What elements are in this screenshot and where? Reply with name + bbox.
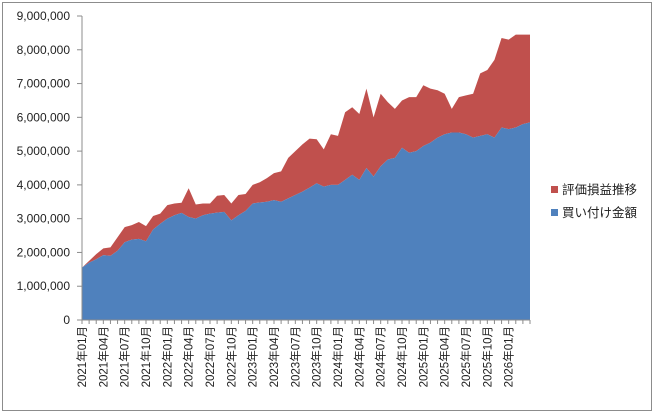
x-tick-label: 2026年01月 xyxy=(502,326,516,387)
x-tick-label: 2023年07月 xyxy=(288,326,302,387)
x-tick-label: 2023年10月 xyxy=(310,326,324,387)
y-tick-labels: 0 1,000,000 2,000,000 3,000,000 4,000,000 5,0… xyxy=(17,9,71,327)
y-tick-label: 3,000,000 xyxy=(17,212,71,226)
x-tick-label: 2022年04月 xyxy=(182,326,196,387)
legend-swatch-purchase xyxy=(551,209,558,216)
x-tick-label: 2024年01月 xyxy=(331,326,345,387)
x-tick-label: 2023年01月 xyxy=(246,326,260,387)
x-tick-label: 2025年04月 xyxy=(438,326,452,387)
y-tick-label: 0 xyxy=(63,313,70,327)
x-tick-label: 2022年01月 xyxy=(160,326,174,387)
legend-label-valuation: 評価損益推移 xyxy=(562,182,637,197)
y-tick-label: 1,000,000 xyxy=(17,279,71,293)
x-tick-label: 2024年10月 xyxy=(395,326,409,387)
y-tick-label: 9,000,000 xyxy=(17,9,71,23)
y-tick-label: 5,000,000 xyxy=(17,144,71,158)
plot-areas xyxy=(82,34,530,321)
x-tick-label: 2025年10月 xyxy=(480,326,494,387)
y-tick-label: 6,000,000 xyxy=(17,110,71,124)
area-series-valuation xyxy=(82,34,530,268)
axes xyxy=(77,15,531,324)
y-tick-label: 7,000,000 xyxy=(17,77,71,91)
y-tick-label: 2,000,000 xyxy=(17,245,71,259)
x-tick-label: 2024年04月 xyxy=(352,326,366,387)
y-tick-label: 4,000,000 xyxy=(17,178,71,192)
x-tick-label: 2025年01月 xyxy=(416,326,430,387)
legend-label-purchase: 買い付け金額 xyxy=(562,205,638,220)
x-tick-label: 2021年10月 xyxy=(139,326,153,387)
x-tick-label: 2024年07月 xyxy=(374,326,388,387)
y-tick-label: 8,000,000 xyxy=(17,43,71,57)
legend-swatch-valuation xyxy=(551,186,558,193)
x-tick-label: 2025年07月 xyxy=(459,326,473,387)
x-tick-labels: 2021年01月 2021年04月 2021年07月 2021年10月 2022年01月… xyxy=(75,326,516,387)
x-tick-label: 2022年07月 xyxy=(203,326,217,387)
legend: 評価損益推移 買い付け金額 xyxy=(551,182,638,220)
x-tick-label: 2021年07月 xyxy=(118,326,132,387)
x-tick-label: 2022年10月 xyxy=(224,326,238,387)
x-tick-label: 2021年01月 xyxy=(75,326,89,387)
x-tick-label: 2023年04月 xyxy=(267,326,281,387)
area-series-purchase xyxy=(82,122,530,321)
x-tick-label: 2021年04月 xyxy=(96,326,110,387)
